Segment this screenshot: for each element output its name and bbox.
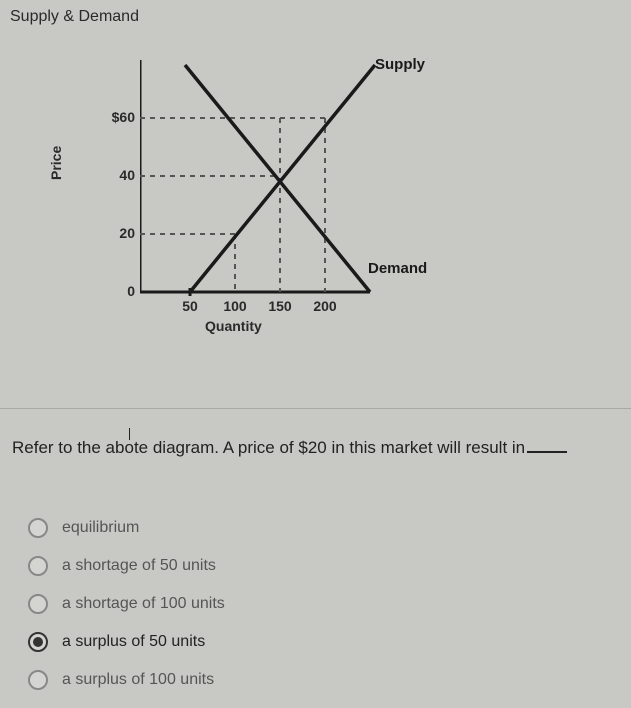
option-surplus-50[interactable]: a surplus of 50 units [28,632,225,652]
option-shortage-100[interactable]: a shortage of 100 units [28,594,225,614]
chart-svg [140,60,470,310]
y-tick-40: 40 [95,167,135,183]
y-tick-20: 20 [95,225,135,241]
x-axis-label: Quantity [205,318,262,334]
option-label: a shortage of 100 units [62,595,225,613]
option-label: a surplus of 50 units [62,633,205,651]
radio-icon-selected [28,632,48,652]
question-text: Refer to the abote diagram. A price of $… [12,438,619,458]
question-prefix: Refer to the ab [12,438,124,457]
question-suffix: e diagram. A price of $20 in this market… [139,438,525,457]
option-label: equilibrium [62,519,139,537]
divider [0,408,631,409]
page-title: Supply & Demand [10,8,139,26]
options-list: equilibrium a shortage of 50 units a sho… [28,500,225,708]
radio-icon [28,670,48,690]
option-label: a shortage of 50 units [62,557,216,575]
y-tick-0: 0 [95,283,135,299]
option-equilibrium[interactable]: equilibrium [28,518,225,538]
radio-icon [28,518,48,538]
blank-line [527,451,567,453]
y-axis-label: Price [48,146,64,180]
option-surplus-100[interactable]: a surplus of 100 units [28,670,225,690]
option-label: a surplus of 100 units [62,671,214,689]
y-tick-60: $60 [95,109,135,125]
option-shortage-50[interactable]: a shortage of 50 units [28,556,225,576]
radio-icon [28,594,48,614]
radio-icon [28,556,48,576]
supply-demand-chart: Price Quantity $60 40 20 0 50 100 150 20… [60,60,480,360]
text-cursor: o [124,438,133,458]
